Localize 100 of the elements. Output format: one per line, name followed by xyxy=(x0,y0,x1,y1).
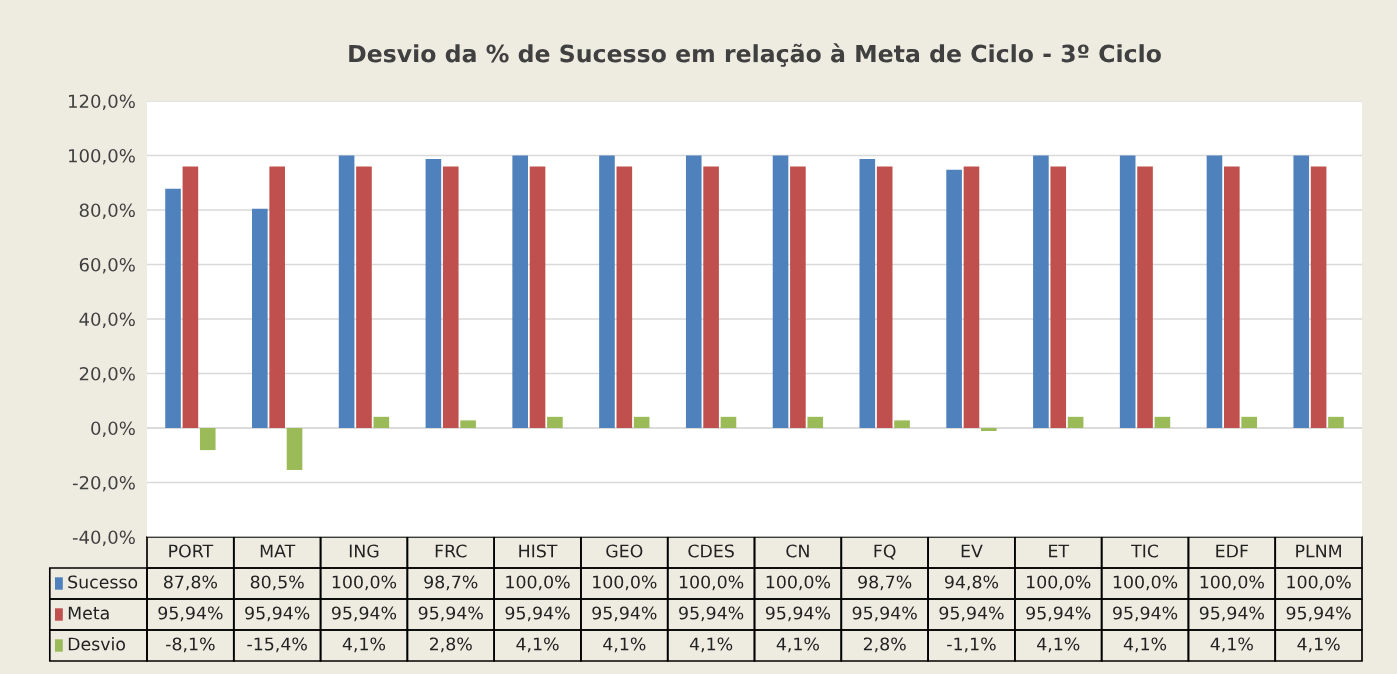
data-label: 80,5% xyxy=(250,575,304,591)
x-tick-label: GEO xyxy=(606,544,643,558)
data-label: -15,4% xyxy=(247,637,307,653)
bar xyxy=(199,428,216,451)
bar xyxy=(460,420,476,428)
x-tick-label: PLNM xyxy=(1296,544,1341,558)
chart-title: Desvio da % de Sucesso em relação à Meta de Ciclo - 3º Ciclo xyxy=(349,43,1161,67)
data-label: 100,0% xyxy=(1287,575,1351,591)
bar xyxy=(512,155,528,428)
bar xyxy=(616,166,633,428)
bar xyxy=(286,428,303,470)
bar xyxy=(1206,155,1223,428)
data-label: 95,94% xyxy=(245,606,310,622)
data-label: 4,1% xyxy=(1210,637,1253,653)
data-label: 100,0% xyxy=(1113,575,1178,591)
data-label: 95,94% xyxy=(852,606,917,622)
bar xyxy=(599,155,615,428)
x-tick-label: FRC xyxy=(435,544,467,558)
x-tick-label: ET xyxy=(1049,544,1070,558)
y-tick-label: -40,0% xyxy=(72,530,135,546)
data-label: 95,94% xyxy=(939,606,1004,622)
data-label: 100,0% xyxy=(506,575,570,591)
x-tick-label: TIC xyxy=(1131,544,1159,558)
legend-label: Desvio xyxy=(68,637,126,651)
data-label: 95,94% xyxy=(1286,606,1351,622)
y-tick-label: 0,0% xyxy=(91,421,135,437)
bar xyxy=(633,416,650,428)
bar xyxy=(182,166,199,428)
bar xyxy=(1033,155,1049,428)
bar xyxy=(1119,155,1136,428)
data-label: 95,94% xyxy=(418,606,483,622)
data-label: 4,1% xyxy=(516,637,559,653)
y-tick-label: 80,0% xyxy=(79,203,135,219)
data-label: 100,0% xyxy=(1027,575,1091,591)
x-tick-label: PORT xyxy=(169,544,214,558)
x-tick-label: MAT xyxy=(260,544,296,558)
x-tick-label: ING xyxy=(349,544,379,558)
bar xyxy=(772,155,789,428)
data-label: 95,94% xyxy=(1026,606,1091,622)
data-label: 4,1% xyxy=(1297,637,1340,653)
bar xyxy=(1067,416,1084,428)
data-label: 95,94% xyxy=(331,606,397,622)
x-tick-label: EV xyxy=(961,544,983,558)
data-label: 4,1% xyxy=(776,637,819,653)
bar xyxy=(807,416,824,428)
y-tick-label: 100,0% xyxy=(69,148,135,165)
x-tick-label: HIST xyxy=(519,544,558,558)
data-label: 95,94% xyxy=(592,606,657,622)
data-label: 2,8% xyxy=(429,637,472,653)
y-tick-label: 120,0% xyxy=(69,94,135,110)
data-label: 100,0% xyxy=(679,575,744,591)
data-label: 100,0% xyxy=(593,575,657,591)
bar xyxy=(720,416,737,428)
bar xyxy=(252,208,268,428)
bar xyxy=(790,166,806,428)
data-label: 100,0% xyxy=(332,575,397,591)
data-label: -8,1% xyxy=(166,637,215,653)
bar xyxy=(442,166,459,428)
y-tick-label: -20,0% xyxy=(72,475,135,492)
bar xyxy=(1137,166,1153,428)
bar xyxy=(1241,416,1257,428)
data-label: -1,1% xyxy=(947,637,996,653)
bar xyxy=(1154,416,1171,428)
y-tick-label: 20,0% xyxy=(79,366,135,383)
data-label: 95,94% xyxy=(1113,606,1178,622)
legend-label: Meta xyxy=(68,606,109,620)
x-tick-label: CDES xyxy=(688,544,734,558)
x-tick-label: FQ xyxy=(874,544,896,560)
data-label: 95,94% xyxy=(765,606,831,622)
bar xyxy=(894,420,910,428)
x-tick-label: EDF xyxy=(1216,544,1248,558)
data-label: 100,0% xyxy=(1200,575,1264,591)
bar xyxy=(425,159,442,428)
bar xyxy=(373,416,390,428)
data-label: 98,7% xyxy=(858,575,912,591)
y-tick-label: 40,0% xyxy=(79,312,135,328)
bar xyxy=(703,166,719,428)
data-label: 4,1% xyxy=(603,637,646,653)
bar xyxy=(1293,155,1310,428)
data-label: 4,1% xyxy=(1037,637,1080,653)
bar xyxy=(1310,166,1327,428)
bar xyxy=(165,188,181,428)
data-label: 87,8% xyxy=(163,575,218,591)
data-label: 94,8% xyxy=(944,575,999,591)
bar xyxy=(981,428,997,431)
data-label: 98,7% xyxy=(424,575,478,591)
data-label: 4,1% xyxy=(1123,637,1167,653)
data-label: 100,0% xyxy=(766,575,831,591)
bar xyxy=(946,169,962,428)
data-label: 95,94% xyxy=(505,606,570,622)
legend-label: Sucesso xyxy=(68,575,138,589)
bar xyxy=(1050,166,1067,428)
bar xyxy=(859,159,876,428)
bar xyxy=(1224,166,1240,428)
bar xyxy=(963,166,980,428)
bar xyxy=(269,166,285,428)
data-label: 95,94% xyxy=(158,606,223,622)
bar xyxy=(876,166,893,428)
y-tick-label: 60,0% xyxy=(79,257,135,274)
bar xyxy=(685,155,702,428)
